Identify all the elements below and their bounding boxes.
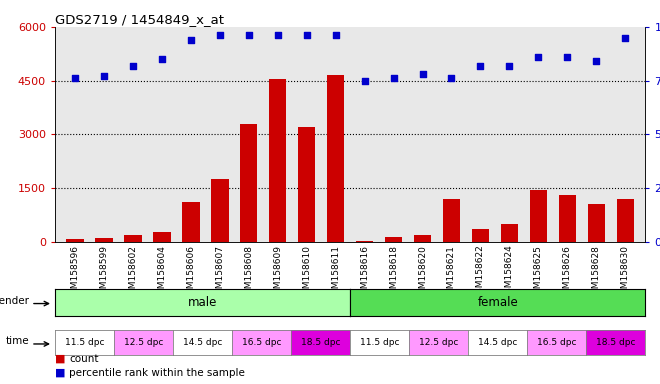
Bar (67, 239, 84, 242)
Text: 18.5 dpc: 18.5 dpc (596, 338, 636, 347)
Point (214, 32, 225, 38)
Text: count: count (69, 354, 99, 364)
Point (185, 37, 196, 43)
Text: ■: ■ (55, 354, 65, 364)
Point (302, 32, 312, 38)
Bar (587, 204, 605, 242)
Text: 12.5 dpc: 12.5 dpc (123, 338, 163, 347)
Point (70, 75, 81, 81)
Point (475, 63, 486, 69)
Point (99, 73, 110, 79)
Text: 12.5 dpc: 12.5 dpc (419, 338, 459, 347)
Point (388, 75, 399, 81)
Point (359, 78, 370, 84)
Point (127, 63, 138, 69)
Bar (269, 79, 286, 242)
Text: ■: ■ (55, 368, 65, 378)
Point (533, 54, 544, 60)
Text: percentile rank within the sample: percentile rank within the sample (69, 368, 245, 378)
Bar (327, 75, 345, 242)
Bar (472, 229, 489, 242)
Bar (558, 195, 576, 242)
Point (620, 35, 630, 41)
Point (446, 75, 457, 81)
Text: 11.5 dpc: 11.5 dpc (360, 338, 399, 347)
Bar (182, 202, 199, 242)
Text: 11.5 dpc: 11.5 dpc (65, 338, 104, 347)
Bar (530, 190, 547, 242)
Text: 14.5 dpc: 14.5 dpc (478, 338, 517, 347)
Bar (95, 238, 113, 242)
Point (504, 63, 515, 69)
Text: GDS2719 / 1454849_x_at: GDS2719 / 1454849_x_at (55, 13, 224, 26)
Text: time: time (6, 336, 30, 346)
Text: 18.5 dpc: 18.5 dpc (301, 338, 341, 347)
Text: 16.5 dpc: 16.5 dpc (242, 338, 281, 347)
Text: female: female (477, 296, 518, 309)
Text: 14.5 dpc: 14.5 dpc (183, 338, 222, 347)
Bar (414, 235, 431, 242)
Bar (211, 179, 228, 242)
Bar (501, 224, 518, 242)
Bar (240, 124, 257, 242)
Point (331, 32, 341, 38)
Bar (616, 199, 634, 242)
Bar (356, 241, 374, 242)
Bar (385, 237, 402, 242)
Point (273, 32, 283, 38)
Bar (153, 232, 170, 242)
Point (244, 32, 254, 38)
Point (417, 71, 428, 77)
Text: gender: gender (0, 296, 30, 306)
Point (156, 56, 167, 62)
Bar (298, 127, 315, 242)
Bar (443, 199, 460, 242)
Text: 16.5 dpc: 16.5 dpc (537, 338, 577, 347)
Point (562, 54, 573, 60)
Text: male: male (187, 296, 217, 309)
Bar (124, 235, 142, 242)
Point (591, 58, 601, 65)
